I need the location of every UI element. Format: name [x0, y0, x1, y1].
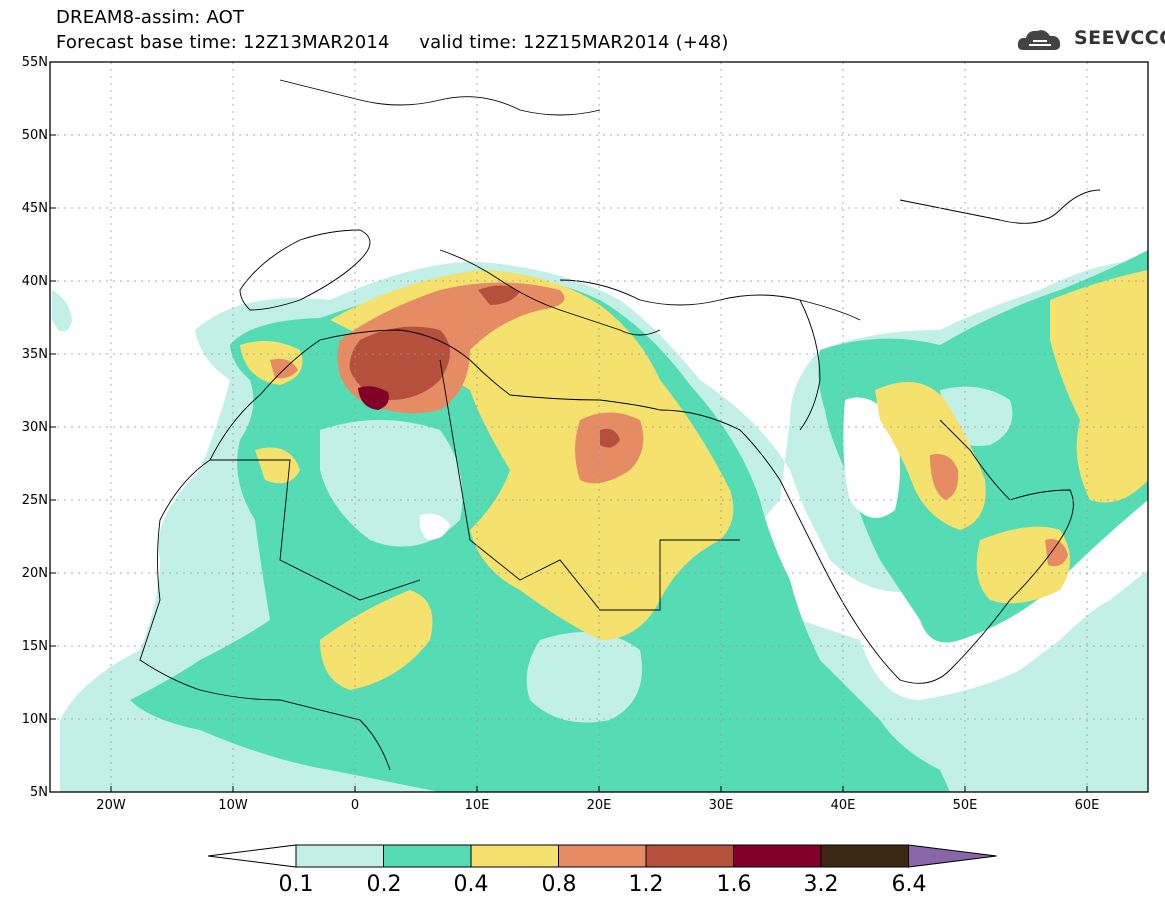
lon-label: 10W [218, 798, 248, 813]
colorbar-swatch [295, 844, 384, 868]
lon-label: 20W [96, 798, 126, 813]
seevccc-cloud-logo-icon [1017, 30, 1061, 50]
lat-label: 40N [21, 274, 48, 289]
lat-label: 20N [21, 566, 48, 581]
colorbar-label: 1.6 [716, 872, 752, 897]
colorbar-label: 0.1 [278, 872, 314, 897]
lon-label: 0 [350, 798, 360, 813]
lon-label: 40E [830, 798, 856, 813]
lat-label: 35N [21, 347, 48, 362]
colorbar-swatch [908, 844, 997, 868]
axis-ticks [50, 61, 1088, 792]
lat-label: 25N [21, 493, 48, 508]
colorbar-label: 0.8 [541, 872, 577, 897]
colorbar [207, 844, 997, 868]
gridlines [50, 62, 1148, 792]
logo-text: SEEVCCC [1074, 27, 1165, 49]
coastlines [139, 79, 1101, 771]
colorbar-swatch [645, 844, 734, 868]
lat-label: 50N [21, 128, 48, 143]
colorbar-label: 1.2 [628, 872, 664, 897]
colorbar-label: 0.2 [366, 872, 402, 897]
colorbar-swatch [820, 844, 909, 868]
map-title: DREAM8-assim: AOT [56, 7, 245, 28]
colorbar-label: 6.4 [891, 872, 927, 897]
lat-label: 5N [30, 785, 48, 800]
lat-label: 30N [21, 420, 48, 435]
colorbar-swatch [383, 844, 472, 868]
colorbar-swatch [558, 844, 647, 868]
lat-label: 55N [21, 55, 48, 70]
lat-label: 10N [21, 712, 48, 727]
forecast-times: Forecast base time: 12Z13MAR2014 valid t… [56, 32, 729, 53]
colorbar-swatch [470, 844, 559, 868]
colorbar-label: 0.4 [453, 872, 489, 897]
lon-label: 60E [1074, 798, 1100, 813]
lat-label: 45N [21, 201, 48, 216]
lon-label: 50E [952, 798, 978, 813]
colorbar-swatch [733, 844, 822, 868]
lon-label: 20E [586, 798, 612, 813]
lat-label: 15N [21, 639, 48, 654]
lon-label: 30E [708, 798, 734, 813]
colorbar-label: 3.2 [803, 872, 839, 897]
colorbar-swatch [207, 844, 297, 868]
aot-field [52, 250, 1148, 792]
lon-label: 10E [464, 798, 490, 813]
